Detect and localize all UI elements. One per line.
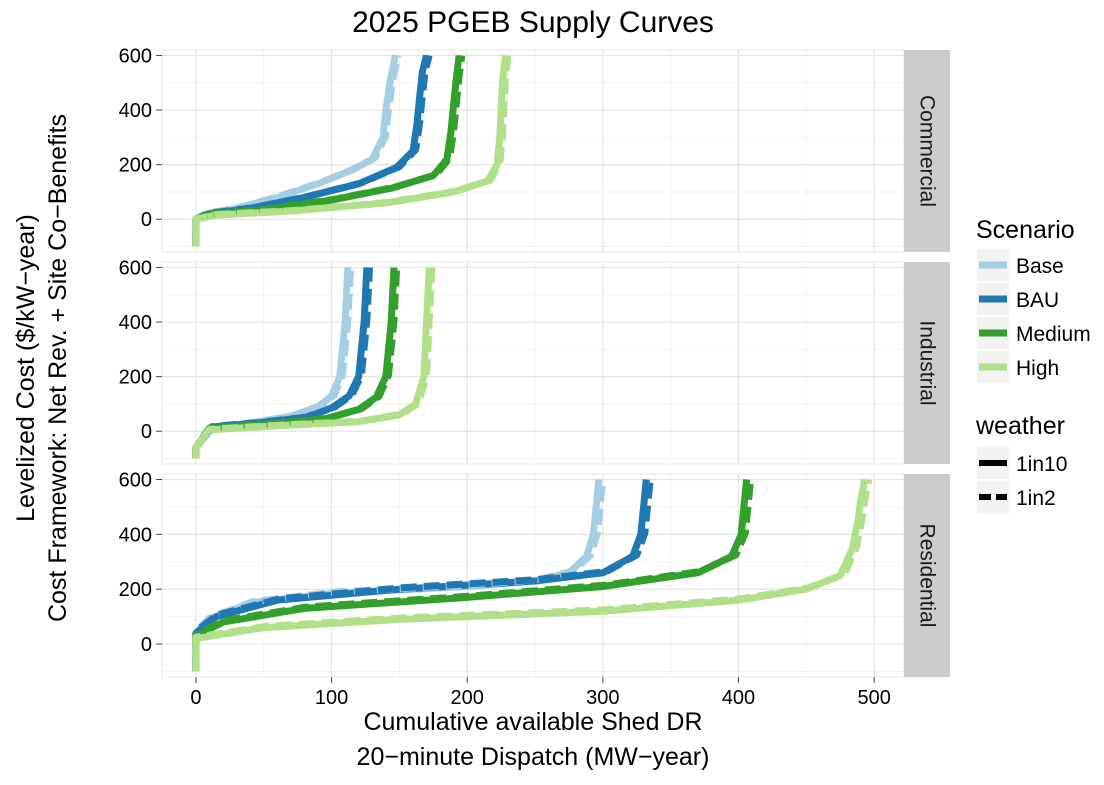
series-line-bau-1in2	[192, 479, 654, 672]
y-axis-label-line-1: Levelized Cost ($/kW−year)	[12, 214, 40, 522]
series-line-medium-1in2	[192, 479, 755, 672]
panel-background	[161, 261, 905, 465]
series-line-medium-1in2	[192, 55, 466, 247]
legend: Scenario Base BAU Medium High weather 1in10…	[975, 216, 1091, 515]
y-tick-label: 200	[119, 155, 152, 177]
legend-item-label: BAU	[1016, 289, 1059, 312]
legend-weather-title: weather	[975, 412, 1065, 440]
facet-panel-residential: 0 200 400 600 Residential	[119, 469, 950, 678]
y-tick-label: 200	[119, 579, 152, 601]
legend-item-high: High	[975, 349, 1059, 385]
legend-item-1in2: 1in2	[975, 479, 1056, 515]
x-tick-label: 300	[586, 687, 619, 709]
legend-item-label: 1in10	[1016, 453, 1067, 476]
facet-panel-commercial: 0 200 400 600 Commercial	[119, 45, 950, 253]
series-group	[192, 54, 512, 247]
x-axis: 0 100 200 300 400 500	[190, 677, 891, 709]
facet-strip	[904, 474, 950, 677]
facet-panel-industrial: 0 200 400 600 Industrial	[119, 257, 950, 465]
y-tick-label: 0	[141, 634, 152, 656]
series-group	[192, 478, 873, 672]
x-axis-label-line-1: Cumulative available Shed DR	[363, 708, 702, 736]
y-tick-label: 0	[141, 209, 152, 231]
legend-item-label: Base	[1016, 255, 1064, 278]
series-group	[192, 267, 436, 459]
x-tick-label: 200	[451, 687, 484, 709]
legend-item-1in10: 1in10	[975, 445, 1067, 481]
legend-scenario-keys: Base BAU Medium High	[975, 247, 1091, 385]
panel-background	[161, 49, 905, 253]
y-tick-label: 200	[119, 367, 152, 389]
series-line-high-1in2	[192, 478, 873, 672]
y-tick-label: 0	[141, 421, 152, 443]
x-tick-label: 500	[857, 687, 890, 709]
facet-strip	[904, 50, 950, 252]
legend-item-medium: Medium	[975, 315, 1091, 351]
x-tick-label: 100	[315, 687, 348, 709]
series-line-high-1in2	[192, 55, 512, 247]
legend-item-bau: BAU	[975, 281, 1059, 317]
legend-weather-keys: 1in10 1in2	[975, 445, 1067, 515]
y-tick-label: 600	[119, 45, 152, 67]
series-line-high-1in2	[192, 267, 436, 459]
y-axis-label: Levelized Cost ($/kW−year) Cost Framewor…	[12, 114, 72, 622]
y-tick-label: 600	[119, 257, 152, 279]
y-tick-label: 600	[119, 469, 152, 491]
legend-scenario-title: Scenario	[976, 216, 1075, 244]
x-axis-label-line-2: 20−minute Dispatch (MW−year)	[357, 743, 710, 771]
y-tick-label: 400	[119, 524, 152, 546]
legend-item-label: Medium	[1016, 323, 1091, 346]
facet-strip-label: Commercial	[916, 95, 939, 207]
y-axis-label-line-2: Cost Framework: Net Rev. + Site Co−Benef…	[44, 114, 72, 622]
panel-background	[161, 473, 905, 678]
x-tick-label: 0	[190, 687, 201, 709]
y-tick-label: 400	[119, 100, 152, 122]
facet-strip-label: Residential	[916, 524, 939, 628]
series-line-bau-1in2	[192, 54, 433, 247]
facet-strip-label: Industrial	[916, 320, 939, 405]
facet-panels: 0 200 400 600 Commercial 0 200 400 600 Industrial…	[119, 45, 950, 709]
x-axis-label: Cumulative available Shed DR 20−minute D…	[357, 708, 710, 771]
chart-title: 2025 PGEB Supply Curves	[352, 6, 714, 39]
legend-item-base: Base	[975, 247, 1064, 283]
y-tick-label: 400	[119, 312, 152, 334]
facet-strip	[904, 262, 950, 464]
x-tick-label: 400	[722, 687, 755, 709]
legend-item-label: 1in2	[1016, 487, 1056, 510]
legend-item-label: High	[1016, 357, 1059, 380]
